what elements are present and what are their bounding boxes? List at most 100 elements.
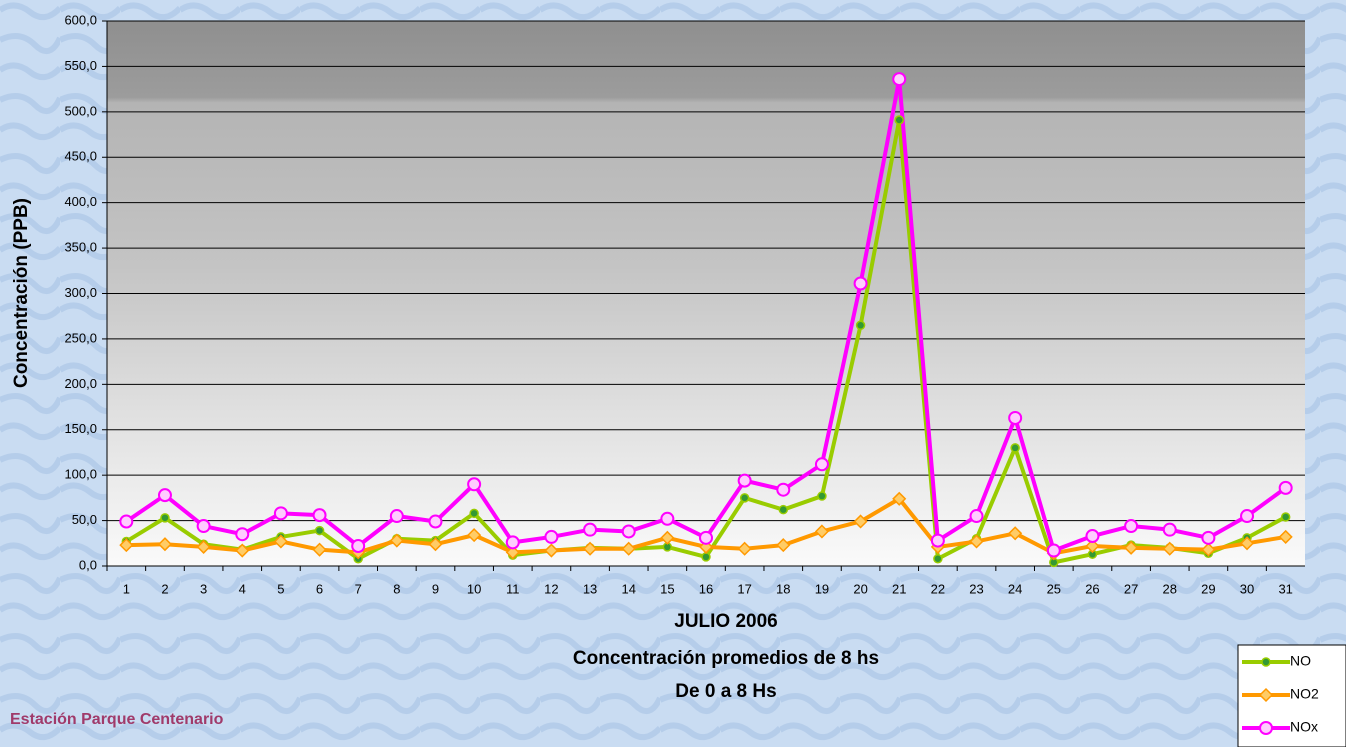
marker [1124,519,1139,534]
x-tick-label: 19 [815,581,829,596]
x-tick-label: 18 [776,581,790,596]
marker [273,534,288,549]
marker [428,514,443,529]
marker [699,530,713,545]
marker [855,320,866,331]
marker [1278,529,1293,544]
marker [1280,512,1291,522]
marker [853,276,868,291]
x-tick-label: 21 [892,581,906,596]
marker [1201,530,1216,545]
marker [621,524,636,539]
marker [1258,687,1274,703]
marker [314,525,325,536]
marker [660,511,675,526]
y-tick-label: 250,0 [64,330,97,345]
marker [428,537,443,552]
marker [1085,538,1100,554]
marker [312,542,327,557]
x-tick-label: 20 [853,581,867,596]
marker [351,539,366,554]
marker [1046,543,1061,558]
x-tick-label: 27 [1124,581,1138,596]
marker [817,491,827,501]
x-tick-label: 14 [621,581,635,596]
marker [583,522,598,537]
marker [389,509,404,524]
legend-label: NO2 [1290,686,1319,702]
x-tick-label: 30 [1240,581,1254,596]
marker [469,508,479,519]
y-tick-label: 550,0 [64,58,97,73]
marker [739,493,750,503]
marker [814,524,829,539]
marker [1259,721,1273,735]
marker [467,477,482,492]
y-tick-label: 350,0 [64,240,97,255]
marker [119,514,134,529]
marker [505,535,520,550]
marker [892,491,907,506]
y-tick-label: 100,0 [64,467,97,482]
footer: Estación Parque Centenario [10,711,224,728]
y-tick-label: 600,0 [64,12,97,27]
marker [544,543,559,558]
x-tick-label: 10 [467,581,481,596]
marker [930,533,945,548]
marker [776,538,791,553]
subtitle: Concentración promedios de 8 hs [573,648,879,669]
x-tick-label: 1 [123,581,130,596]
marker [119,538,134,553]
y-axis-label: Concentración (PPB) [11,198,32,388]
x-tick-label: 6 [316,581,323,596]
marker [969,509,984,524]
marker [853,514,868,529]
marker [737,541,752,556]
x-tick-label: 2 [161,581,168,596]
marker [776,482,791,497]
marker [621,541,636,556]
y-tick-label: 450,0 [64,149,97,164]
marker [273,506,288,521]
marker [312,508,327,523]
marker [1278,480,1293,495]
x-axis-label: JULIO 2006 [674,611,778,632]
y-tick-label: 300,0 [64,285,97,300]
marker [1162,522,1177,537]
x-tick-label: 5 [277,581,284,596]
marker [1085,529,1100,544]
marker [157,537,173,552]
y-tick-label: 0,0 [79,557,97,572]
marker [467,528,482,543]
marker [778,504,789,515]
x-tick-label: 8 [393,581,400,596]
y-tick-label: 200,0 [64,376,97,391]
x-tick-label: 4 [239,581,246,596]
marker [894,115,904,125]
x-tick-label: 29 [1201,581,1215,596]
y-tick-label: 500,0 [64,103,97,118]
legend-label: NOx [1290,719,1318,735]
x-tick-label: 31 [1278,581,1292,596]
marker [1239,536,1255,551]
x-tick-label: 3 [200,581,207,596]
marker [814,457,829,472]
x-tick-label: 28 [1163,581,1177,596]
marker [1201,542,1216,557]
marker [1008,526,1023,541]
x-tick-label: 9 [432,581,439,596]
x-tick-label: 25 [1047,581,1061,596]
marker [583,541,598,556]
marker [1010,443,1020,453]
marker [701,552,711,562]
x-tick-label: 26 [1085,581,1099,596]
x-tick-label: 17 [737,581,751,596]
x-tick-label: 22 [931,581,945,596]
x-tick-label: 11 [506,581,520,596]
marker [544,529,559,544]
marker [1008,410,1023,425]
marker [160,513,170,523]
x-tick-label: 24 [1008,581,1022,596]
subtitle: De 0 a 8 Hs [675,681,776,702]
